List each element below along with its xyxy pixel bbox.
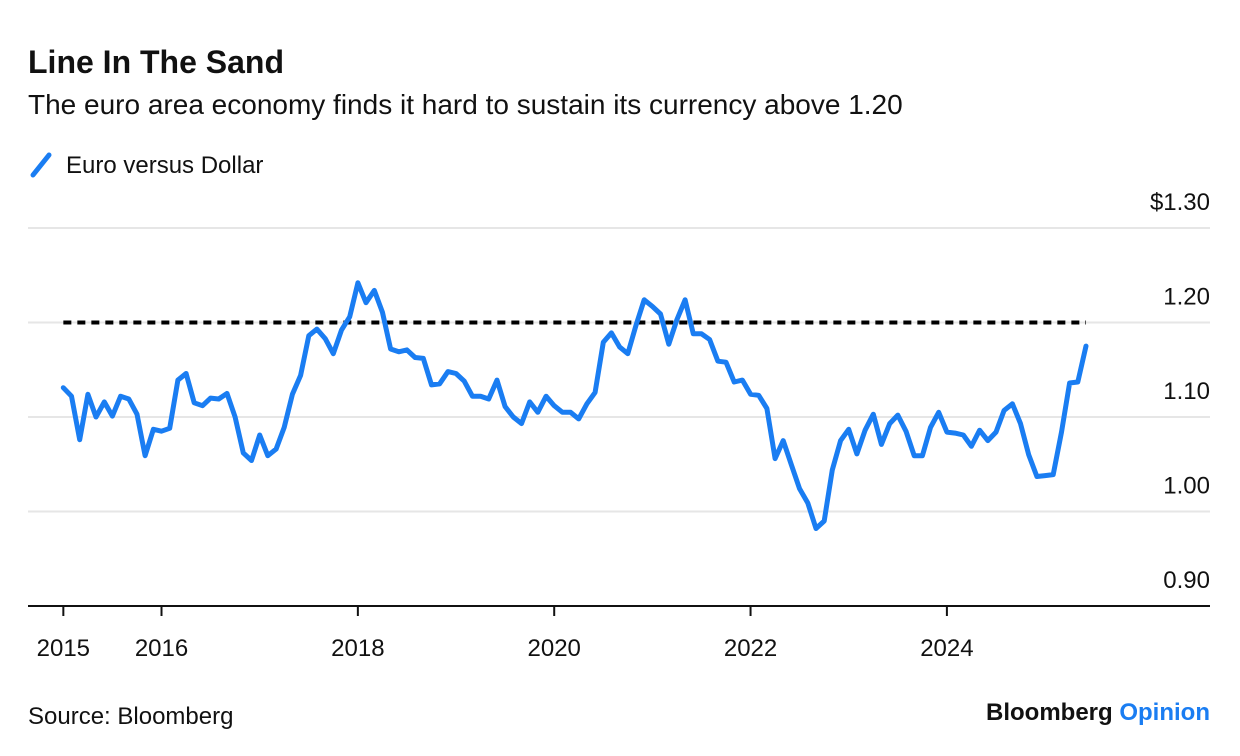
- brand-suffix: Opinion: [1119, 699, 1210, 726]
- y-tick-label: 1.10: [1163, 378, 1210, 405]
- legend-label: Euro versus Dollar: [66, 152, 263, 179]
- x-tick-label: 2022: [724, 635, 777, 662]
- line-series: [60, 280, 1089, 531]
- y-tick-label: 1.20: [1163, 284, 1210, 311]
- source: Source: Bloomberg: [28, 703, 233, 730]
- y-tick-label: 0.90: [1163, 567, 1210, 594]
- x-tick-label: 2024: [920, 635, 973, 662]
- brand-name: Bloomberg: [986, 699, 1113, 726]
- x-tick-label: 2018: [331, 635, 384, 662]
- brand: Bloomberg Opinion: [986, 699, 1210, 726]
- chart-subtitle: The euro area economy finds it hard to s…: [28, 89, 903, 120]
- x-tick-label: 2015: [37, 635, 90, 662]
- y-tick-label: $1.30: [1150, 189, 1210, 216]
- chart-title: Line In The Sand: [28, 44, 284, 80]
- x-tick-label: 2016: [135, 635, 188, 662]
- legend-swatch: [30, 152, 52, 178]
- x-tick-label: 2020: [528, 635, 581, 662]
- y-tick-label: 1.00: [1163, 473, 1210, 500]
